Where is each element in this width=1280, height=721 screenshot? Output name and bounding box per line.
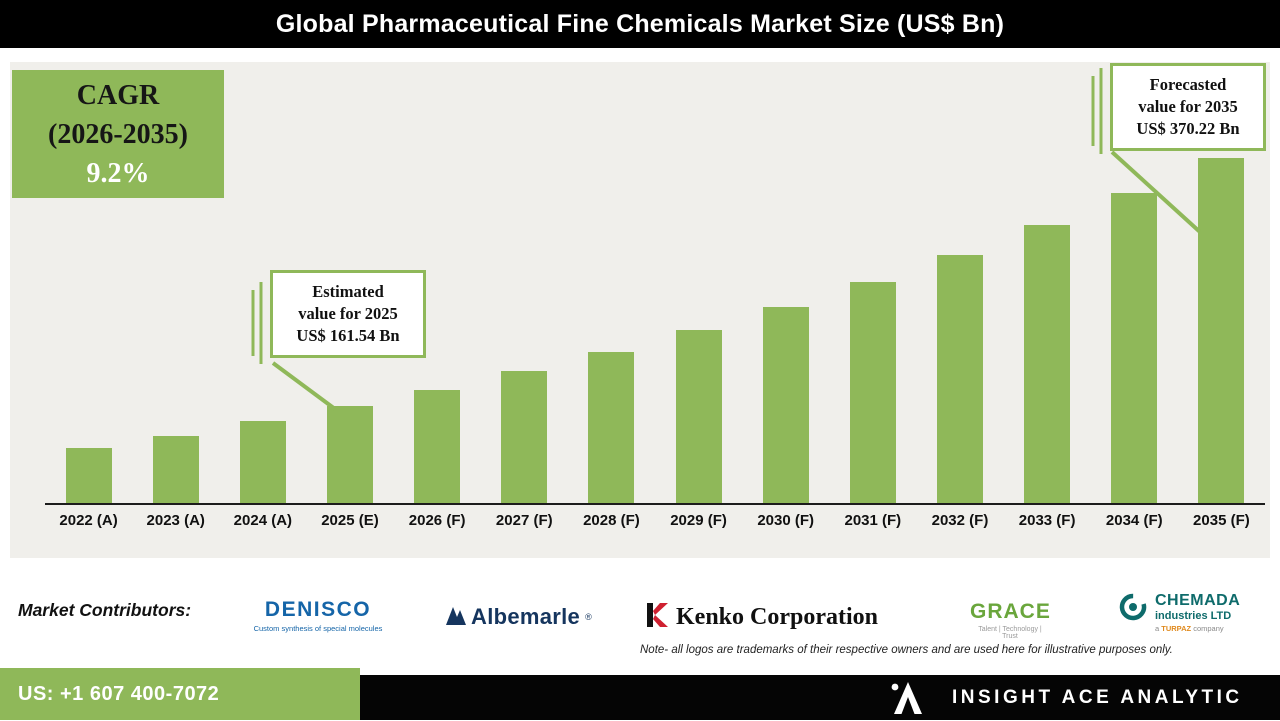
bar-2031 (F) [849,282,896,503]
bar-slot [1091,62,1178,503]
brand-name: INSIGHT ACE ANALYTIC [952,686,1243,708]
kenko-logo: Kenko Corporation [645,602,878,633]
registered-mark: ® [585,612,592,622]
bar-2027 (F) [501,371,548,503]
bar-slot [916,62,1003,503]
callout-value: US$ 370.22 Bn [1136,119,1240,138]
grace-logo-name: GRACE [970,600,1051,623]
bar-2035 (F) [1198,158,1245,503]
bar-slot [394,62,481,503]
bar-2034 (F) [1111,192,1158,503]
x-axis-label: 2031 (F) [844,512,902,529]
chemada-logo-name: CHEMADA [1155,592,1241,609]
kenko-logo-name: Kenko Corporation [676,604,879,630]
bar-slot [1178,62,1265,503]
bar-2025 (E) [326,406,373,503]
x-axis-label: 2027 (F) [495,512,553,529]
mountain-icon [440,605,466,630]
phone-contact: US: +1 607 400-7072 [0,668,360,720]
chemada-logo-tagline: a TURPAZ company [1155,624,1224,633]
x-axis-label: 2029 (F) [670,512,727,529]
bar-slot [742,62,829,503]
cagr-label: CAGR [76,80,160,111]
bar-slot [829,62,916,503]
insight-ace-logo-icon [888,680,924,721]
forecasted-value-callout: Forecasted value for 2035 US$ 370.22 Bn [1110,63,1266,151]
x-axis-label: 2034 (F) [1105,512,1163,529]
phone-number: US: +1 607 400-7072 [18,682,220,705]
x-axis-label: 2022 (A) [59,512,118,529]
bar-2023 (A) [152,435,199,503]
x-axis-label: 2026 (F) [408,512,466,529]
trademark-note: Note- all logos are trademarks of their … [640,644,1173,656]
bar-2033 (F) [1024,225,1071,503]
x-axis-label: 2023 (A) [146,512,205,529]
circular-arrow-icon [1118,592,1148,627]
denisco-logo-name: DENISCO [264,598,372,621]
bar-2022 (A) [65,448,112,503]
bar-slot [132,62,219,503]
bar-slot [306,62,393,503]
chart-region: CAGR (2026-2035) 9.2% 2022 (A) 2023 (A) 20… [10,62,1270,558]
callout-line: Forecasted [1149,75,1227,94]
bar-slot [655,62,742,503]
x-axis-label: 2032 (F) [931,512,989,529]
bar-2030 (F) [762,307,809,503]
bar-2028 (F) [588,351,635,503]
cagr-badge: CAGR (2026-2035) 9.2% [12,70,224,198]
bar-2032 (F) [936,254,983,503]
x-axis-label: 2033 (F) [1018,512,1076,529]
x-axis-label: 2035 (F) [1193,512,1250,529]
albemarle-logo-name: Albemarle [471,604,581,629]
denisco-logo-tagline: Custom synthesis of special molecules [253,624,383,633]
chemada-logo-name2: industries LTD [1155,610,1232,622]
callout-line: value for 2025 [298,304,398,323]
title-bar: Global Pharmaceutical Fine Chemicals Mar… [0,0,1280,48]
chemada-logo: CHEMADA industries LTD a TURPAZ company [1118,592,1240,633]
bar-slot [45,62,132,503]
page-title: Global Pharmaceutical Fine Chemicals Mar… [275,9,1005,38]
grace-logo: GRACE Talent | Technology | Trust [970,600,1050,640]
bar-2026 (F) [414,389,461,503]
albemarle-logo: Albemarle ® [440,604,592,630]
bar-slot [481,62,568,503]
bar-slot [219,62,306,503]
bar-slot [1004,62,1091,503]
x-axis-labels: 2022 (A) 2023 (A) 2024 (A) 2025 (E) 2026 (F)… [45,512,1265,529]
callout-line: value for 2035 [1138,97,1238,116]
cagr-value: 9.2% [86,158,150,189]
bar-2024 (A) [239,421,286,503]
bar-2029 (F) [675,330,722,503]
contributors-band: Market Contributors: DENISCO Custom synt… [0,558,1280,675]
denisco-logo: DENISCO Custom synthesis of special mole… [248,598,388,633]
callout-line: Estimated [312,282,384,301]
cagr-period: (2026-2035) [48,119,188,150]
x-axis-label: 2028 (F) [583,512,640,529]
bar-slot [568,62,655,503]
x-axis-label: 2024 (A) [233,512,293,529]
x-axis-label: 2030 (F) [757,512,815,529]
kenko-k-icon [645,602,669,633]
callout-value: US$ 161.54 Bn [296,326,400,345]
bar-plot [45,62,1265,505]
grace-logo-tagline: Talent | Technology | Trust [978,626,1042,640]
x-axis-label: 2025 (E) [321,512,379,529]
contributors-label: Market Contributors: [18,600,192,620]
estimated-value-callout: Estimated value for 2025 US$ 161.54 Bn [270,270,426,358]
